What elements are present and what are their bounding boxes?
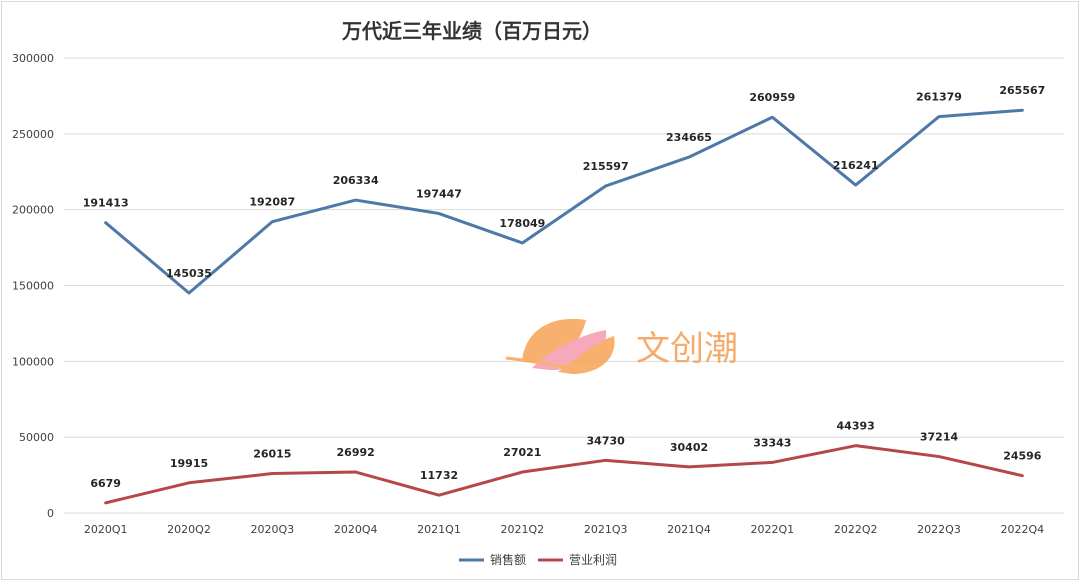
y-axis-ticks: 0 50000 100000 150000 200000 250000 300000 bbox=[12, 52, 54, 520]
data-label: 260959 bbox=[749, 91, 795, 104]
data-labels: 191413 145035 192087 206334 197447 178049 2155… bbox=[83, 84, 1046, 490]
x-tick-label: 2021Q4 bbox=[667, 523, 711, 536]
x-tick-label: 2022Q2 bbox=[834, 523, 878, 536]
data-label: 6679 bbox=[90, 477, 121, 490]
legend-label-operating-profit: 营业利润 bbox=[569, 553, 617, 567]
y-tick-label: 150000 bbox=[12, 280, 54, 293]
data-label: 44393 bbox=[837, 420, 875, 433]
watermark-text: 文创潮 bbox=[636, 329, 738, 369]
x-tick-label: 2020Q2 bbox=[167, 523, 211, 536]
data-label: 191413 bbox=[83, 197, 129, 210]
y-tick-label: 300000 bbox=[12, 52, 54, 65]
chart-title: 万代近三年业绩（百万日元） bbox=[341, 19, 602, 43]
data-label: 261379 bbox=[916, 91, 962, 104]
data-label: 178049 bbox=[499, 217, 545, 230]
data-label: 234665 bbox=[666, 131, 712, 144]
data-label: 145035 bbox=[166, 267, 212, 280]
series-lines bbox=[106, 110, 1023, 503]
legend: 销售额 营业利润 bbox=[459, 552, 617, 567]
leaf-logo-icon bbox=[506, 319, 615, 374]
x-tick-label: 2021Q1 bbox=[417, 523, 461, 536]
data-label: 197447 bbox=[416, 188, 462, 201]
data-label: 192087 bbox=[249, 196, 295, 209]
y-tick-label: 100000 bbox=[12, 355, 54, 368]
watermark-logo: 文创潮 bbox=[506, 319, 738, 374]
data-label: 26992 bbox=[337, 446, 375, 459]
x-tick-label: 2022Q4 bbox=[1001, 523, 1045, 536]
data-label: 265567 bbox=[999, 84, 1045, 97]
data-label: 11732 bbox=[420, 469, 458, 482]
data-label: 34730 bbox=[587, 434, 626, 447]
y-tick-label: 200000 bbox=[12, 204, 54, 217]
x-tick-label: 2020Q3 bbox=[251, 523, 295, 536]
data-label: 206334 bbox=[333, 174, 379, 187]
series-line-1 bbox=[106, 446, 1023, 503]
gridlines bbox=[64, 58, 1064, 513]
data-label: 27021 bbox=[503, 446, 541, 459]
x-tick-label: 2022Q3 bbox=[917, 523, 961, 536]
data-label: 216241 bbox=[833, 159, 879, 172]
y-tick-label: 250000 bbox=[12, 128, 54, 141]
data-label: 26015 bbox=[253, 448, 291, 461]
y-tick-label: 50000 bbox=[19, 431, 54, 444]
y-tick-label: 0 bbox=[47, 507, 54, 520]
data-label: 33343 bbox=[753, 436, 791, 449]
x-tick-label: 2021Q3 bbox=[584, 523, 628, 536]
data-label: 215597 bbox=[583, 160, 629, 173]
x-tick-label: 2020Q1 bbox=[84, 523, 128, 536]
data-label: 24596 bbox=[1003, 450, 1042, 463]
x-tick-label: 2021Q2 bbox=[501, 523, 545, 536]
legend-label-sales: 销售额 bbox=[490, 552, 526, 567]
series-line-0 bbox=[106, 110, 1023, 293]
x-tick-label: 2020Q4 bbox=[334, 523, 378, 536]
data-label: 19915 bbox=[170, 457, 208, 470]
data-label: 30402 bbox=[670, 441, 708, 454]
x-axis-ticks: 2020Q1 2020Q2 2020Q3 2020Q4 2021Q1 2021Q2 2021… bbox=[84, 523, 1044, 536]
data-label: 37214 bbox=[920, 431, 959, 444]
x-tick-label: 2022Q1 bbox=[751, 523, 795, 536]
